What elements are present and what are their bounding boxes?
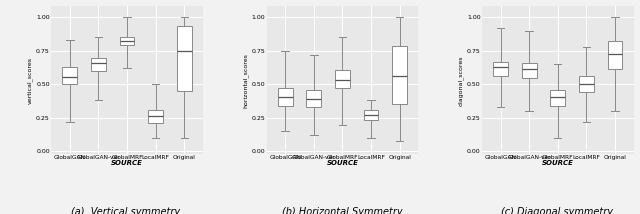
PathPatch shape [148, 110, 163, 123]
PathPatch shape [307, 90, 321, 107]
PathPatch shape [278, 88, 292, 106]
PathPatch shape [120, 37, 134, 45]
Y-axis label: vertical_scores: vertical_scores [28, 57, 33, 104]
PathPatch shape [493, 62, 508, 76]
Y-axis label: horizontal_scores: horizontal_scores [243, 53, 249, 108]
X-axis label: SOURCE: SOURCE [542, 160, 573, 166]
PathPatch shape [550, 90, 565, 106]
Text: (c) Diagonal symmetry.: (c) Diagonal symmetry. [500, 207, 615, 214]
Text: (b) Horizontal Symmetry: (b) Horizontal Symmetry [282, 207, 403, 214]
Y-axis label: diagonal_scores: diagonal_scores [458, 55, 464, 106]
PathPatch shape [335, 70, 350, 88]
PathPatch shape [607, 41, 623, 69]
X-axis label: SOURCE: SOURCE [326, 160, 358, 166]
PathPatch shape [522, 64, 536, 77]
PathPatch shape [62, 67, 77, 84]
PathPatch shape [91, 58, 106, 71]
PathPatch shape [392, 46, 407, 104]
PathPatch shape [364, 110, 378, 120]
Text: (a)  Vertical symmetry.: (a) Vertical symmetry. [71, 207, 183, 214]
PathPatch shape [177, 26, 192, 91]
PathPatch shape [579, 76, 594, 92]
X-axis label: SOURCE: SOURCE [111, 160, 143, 166]
